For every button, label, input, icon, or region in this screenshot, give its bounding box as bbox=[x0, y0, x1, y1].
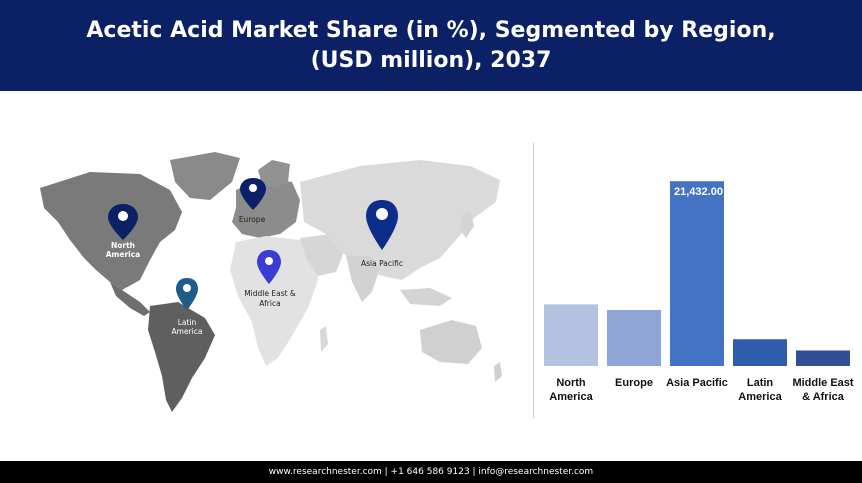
africa-shape bbox=[230, 236, 318, 366]
bar-middle-east-africa bbox=[796, 350, 850, 366]
marker-latin-america[interactable]: Latin America bbox=[172, 278, 203, 336]
header-banner: Acetic Acid Market Share (in %), Segment… bbox=[0, 0, 862, 91]
scandinavia-shape bbox=[258, 160, 290, 188]
map-pin-icon bbox=[257, 250, 281, 284]
marker-middle-east-africa[interactable]: Middle East & Africa bbox=[244, 250, 296, 308]
southeast-asia-shape bbox=[400, 288, 452, 306]
tick-label: America bbox=[549, 391, 593, 403]
map-label-middle-east-line1: Middle East & bbox=[244, 289, 296, 298]
map-pin-icon bbox=[240, 178, 266, 210]
tick-label: Middle East bbox=[792, 377, 853, 389]
tick-label: North bbox=[556, 377, 586, 389]
asia-shape bbox=[300, 160, 500, 280]
north-america-shape bbox=[40, 172, 182, 290]
world-map: North America Europe Asia Pacific Middle… bbox=[0, 130, 520, 420]
south-america-shape bbox=[148, 302, 215, 412]
bar-asia-pacific bbox=[670, 181, 724, 366]
chart-divider bbox=[533, 143, 534, 418]
greenland-shape bbox=[170, 152, 240, 200]
japan-shape bbox=[460, 210, 474, 238]
world-map-graphic: North America Europe Asia Pacific Middle… bbox=[40, 152, 502, 412]
map-pin-icon bbox=[366, 200, 398, 250]
central-america-shape bbox=[110, 282, 150, 316]
map-label-europe: Europe bbox=[239, 215, 266, 224]
bar-chart-svg: North America Europe 21,432.00 Asia Pacific L… bbox=[544, 181, 854, 403]
data-label: 21,432.00 bbox=[674, 186, 723, 198]
bar-latin-america bbox=[733, 339, 787, 366]
footer-bar: www.researchnester.com | +1 646 586 9123… bbox=[0, 461, 862, 483]
bar-chart: North America Europe 21,432.00 Asia Pacific L… bbox=[538, 150, 862, 420]
marker-north-america[interactable]: North America bbox=[106, 204, 140, 259]
tick-label: Latin bbox=[747, 377, 774, 389]
map-pin-icon bbox=[108, 204, 138, 240]
tick-label: Europe bbox=[615, 377, 653, 389]
middle-east-shape bbox=[300, 234, 344, 276]
pin-center bbox=[265, 257, 273, 265]
australia-shape bbox=[420, 320, 482, 364]
bar-north-america bbox=[544, 304, 598, 366]
map-label-latin-america-line2: America bbox=[172, 327, 203, 336]
madagascar-shape bbox=[320, 326, 328, 352]
india-shape bbox=[346, 256, 380, 302]
map-pin-icon bbox=[176, 278, 198, 310]
pin-center bbox=[183, 284, 191, 292]
map-label-latin-america-line1: Latin bbox=[178, 318, 197, 327]
pin-center bbox=[249, 184, 257, 192]
pin-center bbox=[376, 208, 388, 220]
page-title: Acetic Acid Market Share (in %), Segment… bbox=[86, 17, 776, 73]
new-zealand-shape bbox=[494, 362, 502, 382]
tick-label: Asia Pacific bbox=[666, 377, 728, 389]
map-label-asia-pacific: Asia Pacific bbox=[361, 259, 403, 268]
map-label-middle-east-line2: Africa bbox=[259, 299, 280, 308]
map-label-north-america-line1: North bbox=[111, 241, 135, 250]
footer-contact-text: www.researchnester.com | +1 646 586 9123… bbox=[268, 467, 594, 477]
pin-center bbox=[118, 211, 128, 221]
tick-label: America bbox=[738, 391, 782, 403]
marker-asia-pacific[interactable]: Asia Pacific bbox=[361, 200, 403, 268]
map-label-north-america-line2: America bbox=[106, 250, 140, 259]
bar-europe bbox=[607, 309, 661, 366]
marker-europe[interactable]: Europe bbox=[239, 178, 266, 224]
tick-label: & Africa bbox=[802, 391, 845, 403]
